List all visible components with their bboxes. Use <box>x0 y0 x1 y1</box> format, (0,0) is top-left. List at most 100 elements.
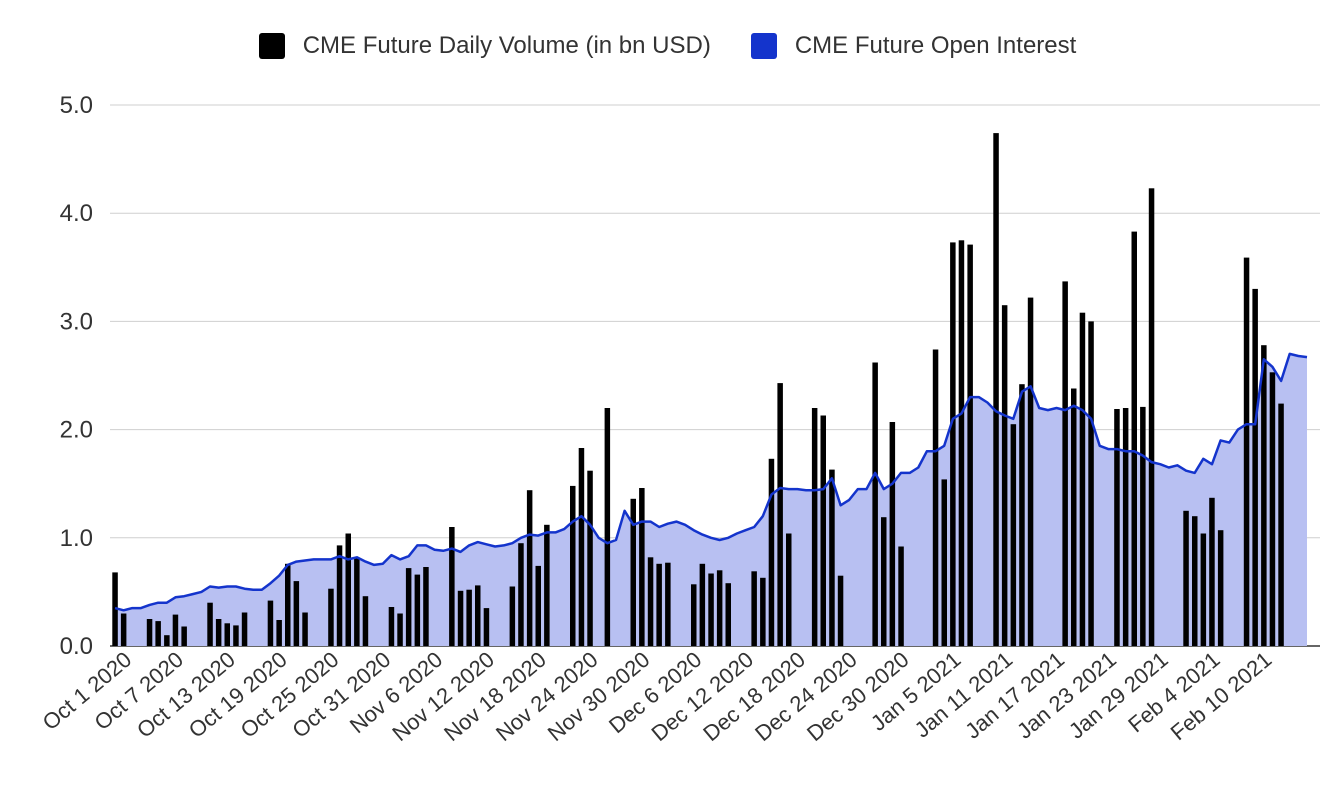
y-tick-label: 1.0 <box>60 525 93 552</box>
volume-bar <box>449 527 455 646</box>
volume-bar <box>241 612 248 646</box>
volume-bar <box>1019 384 1025 646</box>
volume-bar <box>837 575 844 646</box>
volume-bar <box>172 614 179 646</box>
volume-bar <box>233 625 239 646</box>
volume-bar <box>1079 312 1086 646</box>
volume-bar <box>1217 530 1224 646</box>
volume-bar <box>1001 305 1008 646</box>
volume-bar <box>120 613 127 646</box>
volume-bar <box>1062 281 1068 646</box>
volume-bar <box>405 568 412 646</box>
volume-bar <box>751 571 757 646</box>
volume-bar <box>993 133 999 647</box>
volume-bar <box>1131 231 1137 646</box>
volume-bar <box>509 586 516 646</box>
volume-bar <box>1010 424 1017 646</box>
volume-bar <box>345 533 351 646</box>
volume-bar <box>1122 408 1129 646</box>
volume-bar <box>181 626 187 646</box>
volume-bar <box>1071 388 1077 646</box>
volume-bar <box>725 583 731 646</box>
volume-bar <box>1209 497 1215 646</box>
volume-bar <box>1027 297 1034 646</box>
volume-bar <box>716 570 723 646</box>
volume-bar <box>215 619 222 646</box>
volume-bar <box>811 408 818 646</box>
volume-bar <box>941 479 947 646</box>
volume-bar <box>276 620 282 646</box>
volume-bar <box>630 498 636 646</box>
volume-bar <box>518 543 524 646</box>
legend-label-open-interest: CME Future Open Interest <box>794 32 1077 59</box>
y-tick-label: 4.0 <box>60 200 93 227</box>
volume-bar <box>1148 188 1155 647</box>
volume-bar <box>388 607 395 646</box>
legend-swatch-volume <box>258 33 285 59</box>
open-interest-area <box>115 353 1307 646</box>
y-tick-label: 3.0 <box>60 308 93 335</box>
volume-bar <box>1269 372 1276 646</box>
volume-bar <box>1278 403 1284 646</box>
y-tick-label: 0.0 <box>60 633 93 660</box>
volume-bar <box>768 458 775 646</box>
volume-bar <box>483 608 490 646</box>
y-tick-label: 5.0 <box>60 92 93 119</box>
volume-bar <box>354 558 360 646</box>
volume-bar <box>397 613 403 646</box>
volume-bar <box>578 448 585 646</box>
volume-bar <box>639 488 645 646</box>
legend-swatch-open-interest <box>750 33 777 59</box>
volume-bar <box>1114 409 1120 646</box>
volume-bar <box>466 589 472 646</box>
legend: CME Future Daily Volume (in bn USD) CME … <box>0 24 1335 68</box>
volume-bar <box>293 581 300 646</box>
volume-bar <box>423 567 429 646</box>
volume-bar <box>302 612 308 646</box>
volume-bar <box>155 621 161 646</box>
volume-bar <box>207 602 213 646</box>
legend-label-volume: CME Future Daily Volume (in bn USD) <box>302 32 711 59</box>
volume-bar <box>570 485 576 646</box>
volume-bar <box>647 557 654 646</box>
volume-bar <box>699 563 706 646</box>
volume-bar <box>1140 406 1146 646</box>
volume-bar <box>967 244 973 646</box>
volume-bar <box>872 362 878 646</box>
volume-bar <box>820 415 826 646</box>
volume-bar <box>1088 321 1094 646</box>
volume-bar <box>777 383 783 646</box>
volume-bar <box>475 585 481 646</box>
volume-bar <box>526 490 533 646</box>
open-interest-line <box>114 352 1308 612</box>
volume-bar <box>950 242 956 646</box>
volume-bar <box>587 470 593 646</box>
volume-bar <box>457 590 464 646</box>
volume-bar <box>1243 257 1250 646</box>
volume-bar <box>1192 516 1198 646</box>
volume-bar <box>1252 288 1258 646</box>
volume-bar <box>224 623 230 646</box>
legend-item-open-interest: CME Future Open Interest <box>750 32 1077 60</box>
volume-bar <box>786 533 792 646</box>
volume-bar <box>656 563 662 646</box>
volume-bar <box>146 619 153 646</box>
volume-bar <box>829 469 835 646</box>
volume-bar <box>544 524 550 646</box>
y-tick-label: 2.0 <box>60 417 93 444</box>
volume-bar <box>1261 345 1267 646</box>
legend-item-volume: CME Future Daily Volume (in bn USD) <box>258 32 711 60</box>
volume-bar <box>708 573 714 646</box>
volume-bar <box>535 565 541 646</box>
volume-bar <box>285 563 291 646</box>
volume-bar <box>604 408 611 646</box>
volume-bar <box>691 584 697 646</box>
volume-bar <box>881 517 887 646</box>
volume-bar <box>164 635 170 646</box>
volume-bar <box>414 574 421 646</box>
volume-bar <box>898 546 904 646</box>
volume-bar <box>665 562 671 646</box>
volume-bar <box>889 422 896 646</box>
volume-bar <box>328 588 334 646</box>
